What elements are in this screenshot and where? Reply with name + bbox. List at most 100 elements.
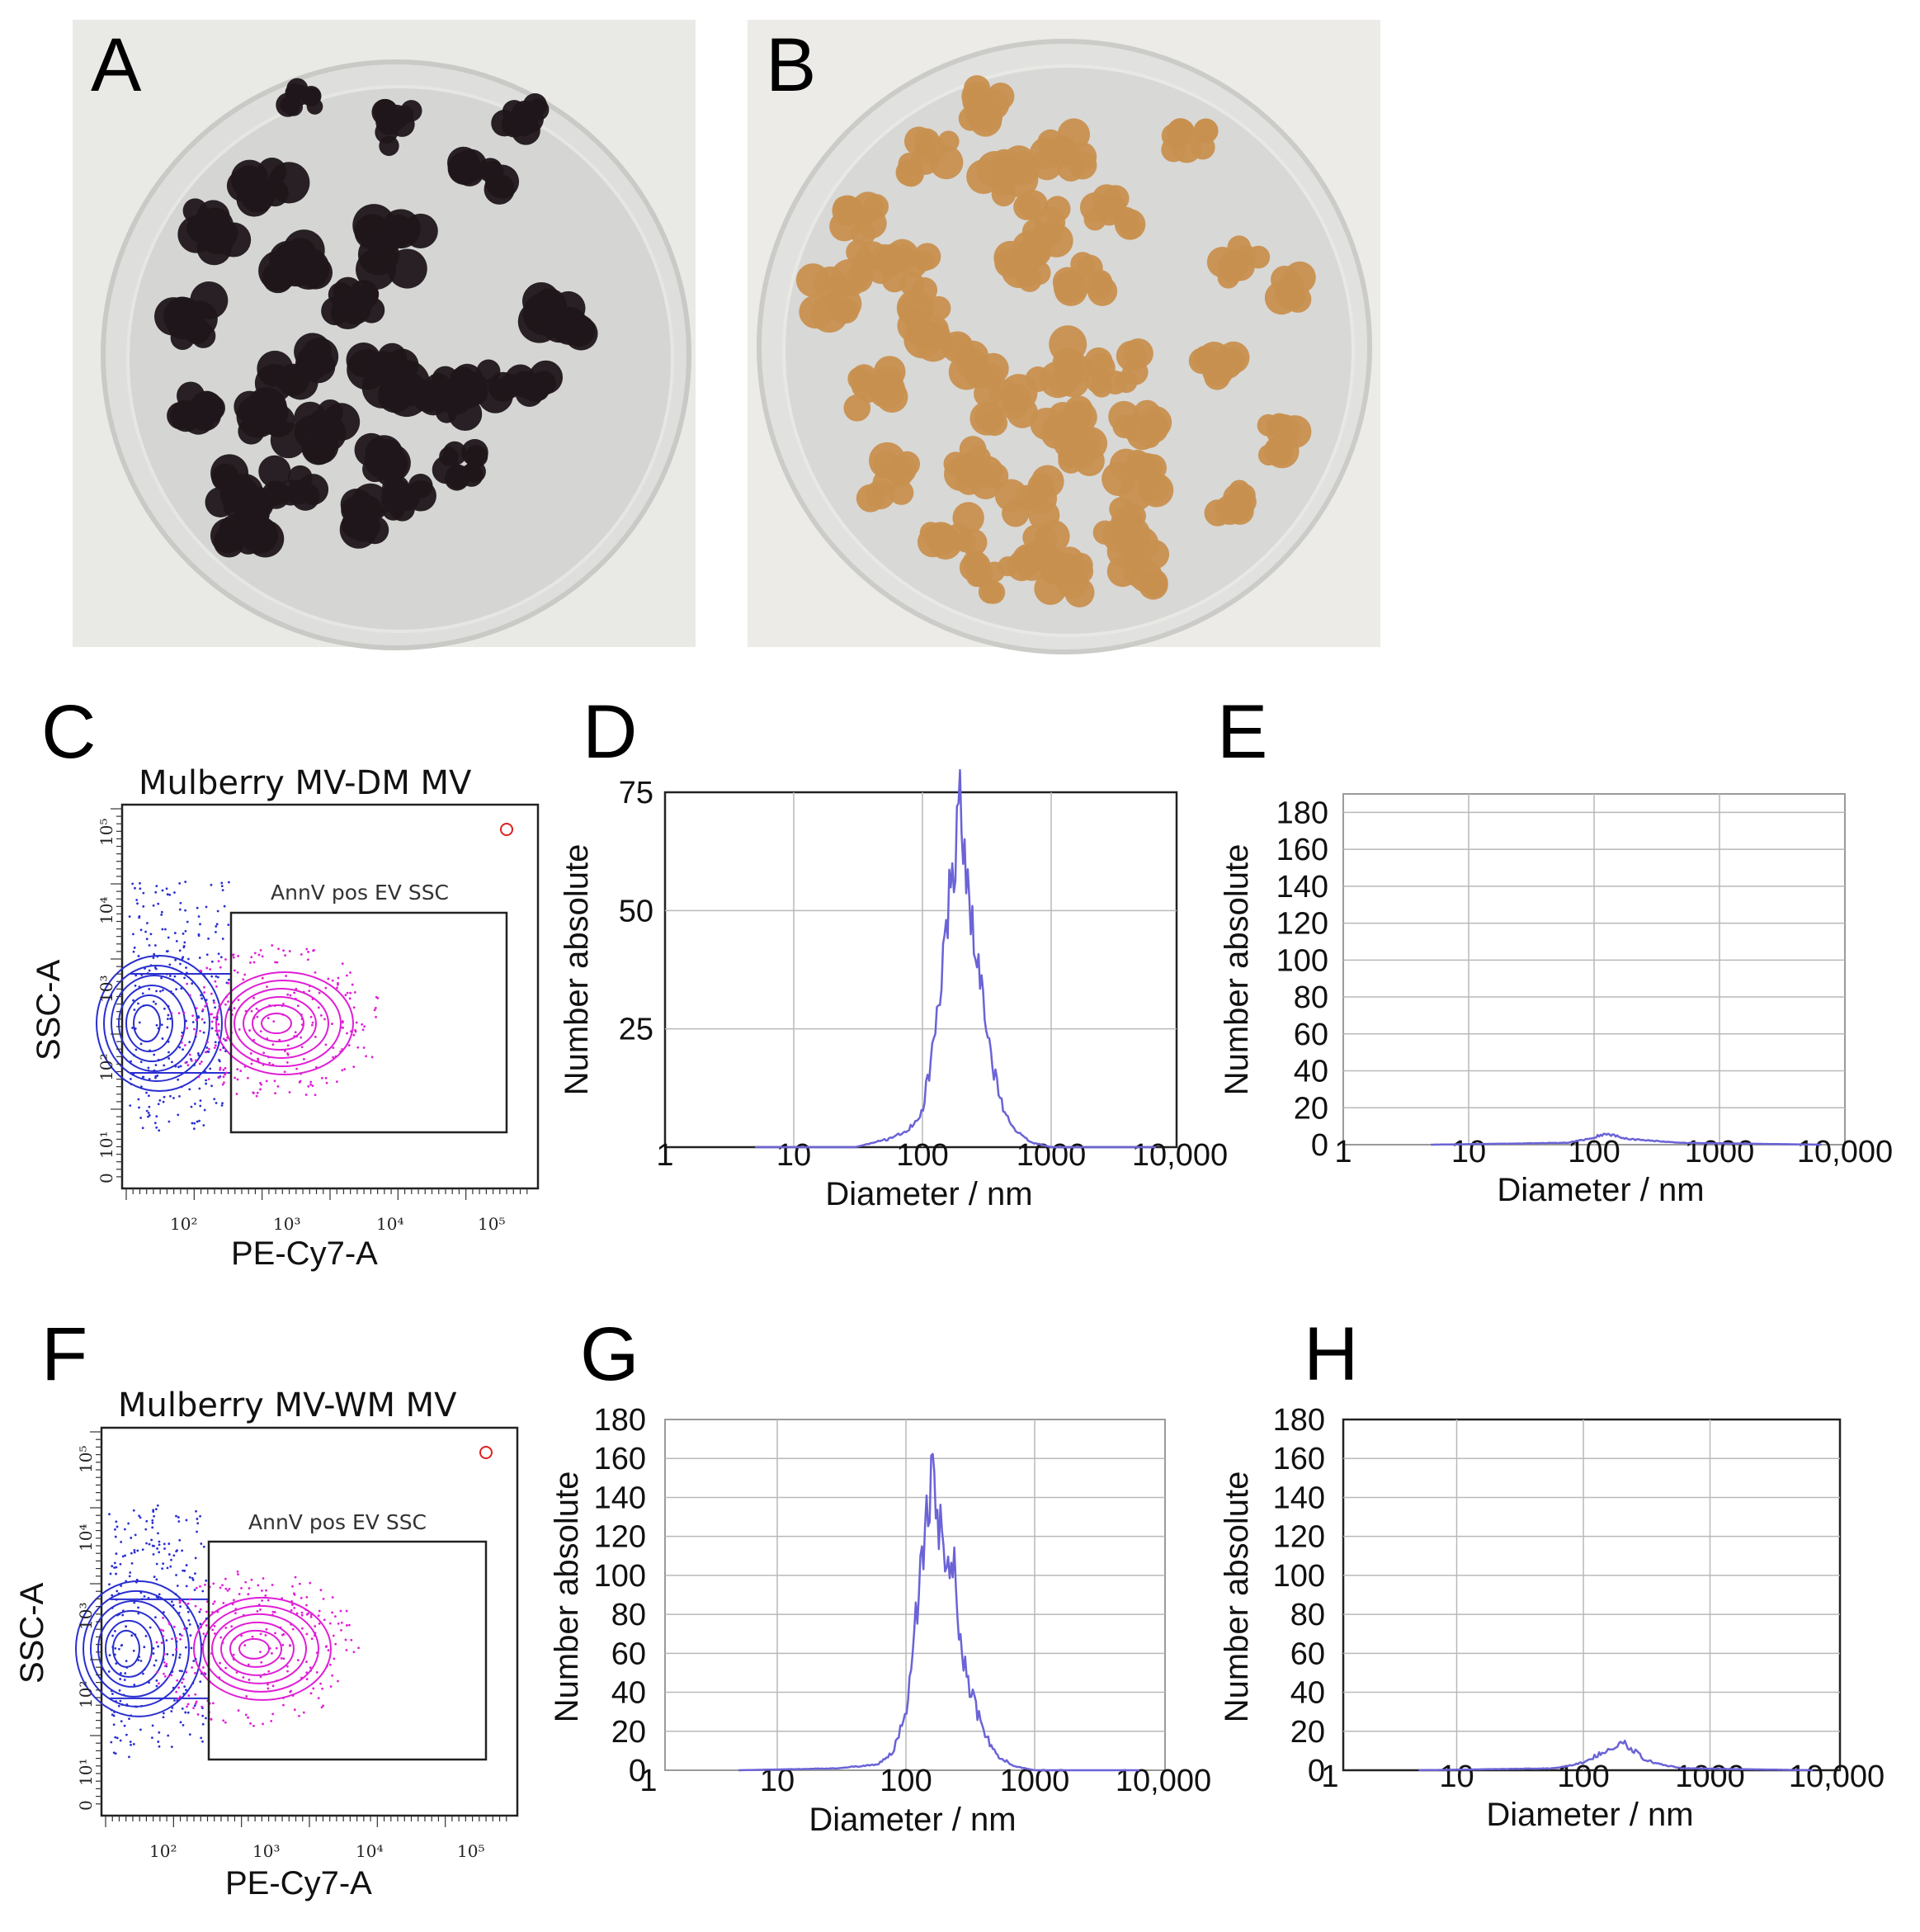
event-dot [158,1129,161,1132]
event-dot [183,1569,186,1572]
event-dot [231,953,234,957]
event-dot [178,1599,182,1602]
event-dot [139,1042,143,1046]
event-dot [141,1127,144,1130]
event-dot [166,1018,169,1021]
event-dot [219,1066,222,1070]
event-dot [166,893,169,896]
event-dot [309,1015,313,1018]
flow-plot-frame-c [120,803,540,1190]
event-dot [284,1050,286,1052]
mulberry-fruit [167,381,225,435]
event-dot [136,1579,139,1582]
event-dot [201,1740,204,1743]
event-dot [222,1719,225,1722]
event-dot [224,1039,228,1042]
event-dot [219,1636,223,1639]
event-dot [184,1044,186,1046]
event-dot [324,986,328,990]
event-dot [167,1734,170,1737]
event-dot [205,905,208,909]
event-dot [349,991,352,994]
event-dot [263,1673,266,1676]
event-dot [189,1634,192,1637]
event-dot [198,957,201,959]
event-dot [260,1083,262,1086]
event-dot [130,1634,134,1637]
event-dot [156,955,159,958]
event-dot [175,1640,178,1643]
event-dot [311,998,314,1001]
event-dot [281,1013,285,1016]
event-dot [302,990,305,994]
event-dot [179,1605,182,1608]
event-dot [257,1060,261,1064]
event-dot [168,963,172,966]
event-dot [373,1009,376,1012]
event-dot [185,1564,188,1566]
event-dot [234,1637,236,1641]
event-dot [174,958,177,961]
event-dot [205,1079,207,1082]
event-dot [194,1702,197,1705]
event-dot [309,1080,313,1084]
event-dot [334,1055,337,1058]
event-dot [145,1091,148,1094]
event-dot [322,1704,325,1708]
event-dot [110,1708,113,1712]
event-dot [177,1611,181,1614]
event-dot [217,1023,220,1026]
event-dot [133,1548,136,1552]
event-dot [215,1029,218,1032]
mulberry-fruit [917,502,988,560]
event-dot [223,1081,225,1084]
mulberry-fruit [895,126,964,187]
event-dot [305,1595,309,1599]
event-dot [275,1646,278,1650]
mulberry-fruit [1030,395,1097,449]
event-dot [147,1069,150,1072]
mulberry-fruit [1092,497,1159,563]
event-dot [152,1552,155,1556]
event-dot [310,1023,314,1027]
mulberry-fruit [1052,252,1118,306]
event-dot [205,999,208,1002]
event-dot [110,1741,113,1744]
event-dot [341,962,344,966]
nta-ylabel: Number absolute [559,844,595,1096]
event-dot [128,915,131,918]
event-dot [175,939,178,942]
event-dot [163,1064,166,1067]
nta-y-tick-label: 100 [1276,943,1328,978]
event-dot [167,1675,170,1678]
event-dot [179,1637,182,1641]
event-dot [252,996,255,999]
event-dot [197,933,200,936]
event-dot [281,1643,285,1646]
event-dot [160,976,163,980]
event-dot [314,1036,317,1038]
event-dot [271,1652,273,1655]
event-dot [154,890,158,894]
nta-y-tick-label: 0 [1311,1128,1328,1163]
event-dot [310,1637,314,1641]
event-dot [196,1015,200,1018]
event-dot [255,1007,258,1010]
event-dot [348,997,351,1000]
event-dot [286,1670,289,1673]
panel-letter-d: D [583,690,637,774]
mulberry-fruit [226,157,310,217]
event-dot [293,1035,296,1037]
nta-y-tick-label: 20 [1290,1715,1325,1750]
nta-size-distribution-line [755,768,1156,1149]
event-dot [350,1638,353,1641]
mulberry-fruit [966,145,1040,207]
event-dot [224,1721,227,1724]
event-dot [249,1722,252,1725]
event-dot [221,1102,224,1105]
nta-x-tick-label: 10,000 [1116,1764,1211,1798]
event-dot [177,1078,180,1081]
event-dot [259,1608,262,1611]
mulberry-fruit [491,93,550,145]
event-dot [271,1684,275,1688]
